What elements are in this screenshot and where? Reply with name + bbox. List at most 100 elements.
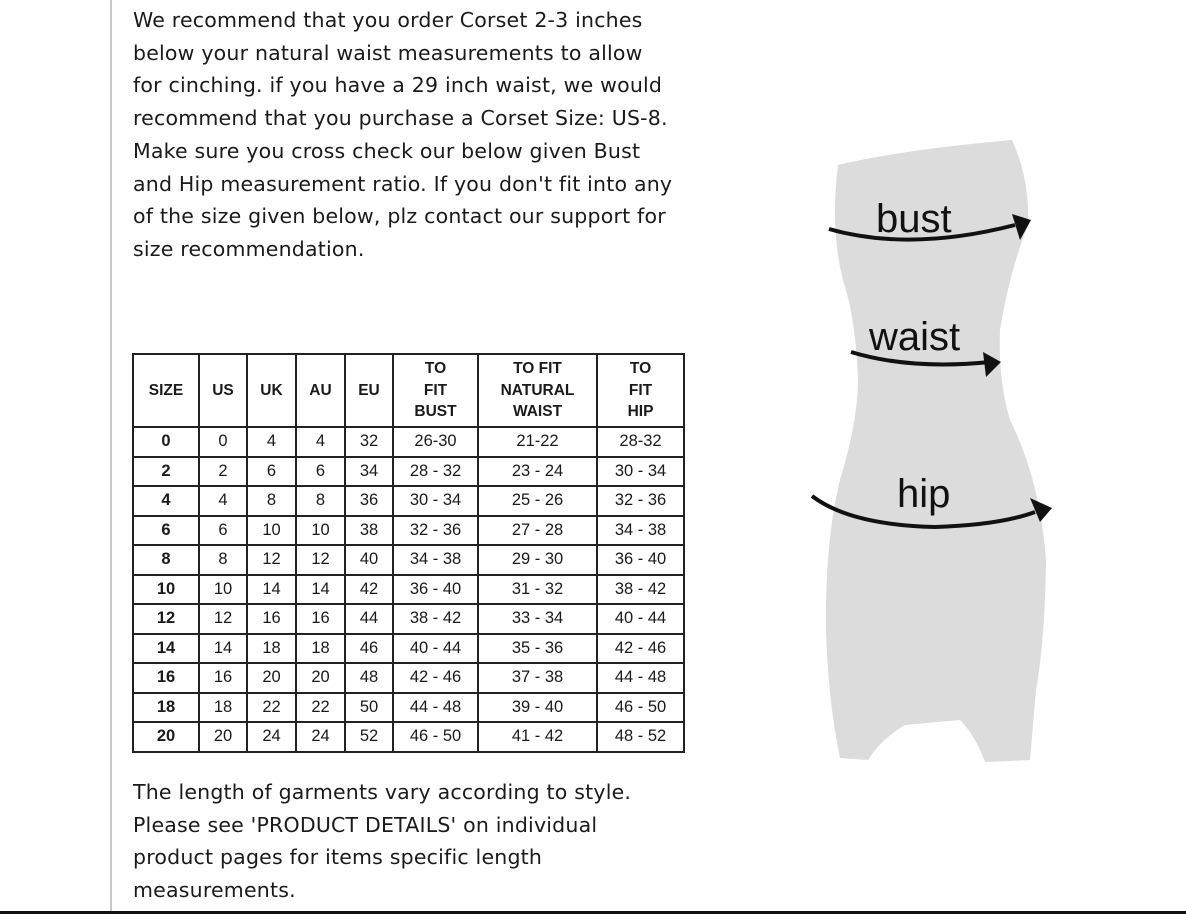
- table-row: 12 12 16 16 44 38 - 42 33 - 34 40 - 44: [132, 603, 685, 635]
- table-cell: 44 - 48: [596, 662, 685, 694]
- table-cell: 46 - 50: [596, 691, 685, 723]
- table-cell: 37 - 38: [477, 662, 598, 694]
- table-cell: 35 - 36: [477, 632, 598, 664]
- table-cell: 10: [132, 573, 200, 605]
- table-cell: 18: [295, 632, 346, 664]
- table-cell: 16: [132, 662, 200, 694]
- table-cell: 38 - 42: [392, 603, 479, 635]
- table-cell: 2: [132, 455, 200, 487]
- waist-label: waist: [868, 315, 960, 359]
- table-cell: 16: [295, 603, 346, 635]
- table-cell: 38: [344, 514, 394, 546]
- table-cell: 38 - 42: [596, 573, 685, 605]
- table-cell: 4: [198, 485, 248, 517]
- size-chart-table: SIZE US UK AU EU TO FIT BUST TO FIT NATURAL WAIST T…: [132, 353, 685, 753]
- table-cell: 16: [198, 662, 248, 694]
- table-cell: 40 - 44: [392, 632, 479, 664]
- table-cell: 8: [198, 544, 248, 576]
- table-cell: 22: [295, 691, 346, 723]
- table-cell: 25 - 26: [477, 485, 598, 517]
- table-cell: 6: [246, 455, 297, 487]
- table-cell: 20: [295, 662, 346, 694]
- table-row: 10 10 14 14 42 36 - 40 31 - 32 38 - 42: [132, 573, 685, 605]
- table-cell: 32: [344, 426, 394, 458]
- table-cell: 0: [132, 426, 200, 458]
- bust-arrow: [828, 223, 1016, 242]
- table-cell: 14: [198, 632, 248, 664]
- column-header: SIZE: [132, 353, 200, 428]
- table-cell: 34 - 38: [392, 544, 479, 576]
- table-cell: 12: [132, 603, 200, 635]
- table-cell: 31 - 32: [477, 573, 598, 605]
- table-cell: 26-30: [392, 426, 479, 458]
- table-row: 0 0 4 4 32 26-30 21-22 28-32: [132, 426, 685, 458]
- table-cell: 18: [246, 632, 297, 664]
- table-cell: 8: [132, 544, 200, 576]
- table-cell: 4: [132, 485, 200, 517]
- table-cell: 8: [246, 485, 297, 517]
- bottom-border: [0, 911, 1186, 914]
- table-cell: 28 - 32: [392, 455, 479, 487]
- table-cell: 10: [295, 514, 346, 546]
- table-cell: 14: [132, 632, 200, 664]
- waist-arrow: [850, 350, 991, 367]
- table-cell: 6: [198, 514, 248, 546]
- table-cell: 42 - 46: [392, 662, 479, 694]
- table-cell: 10: [246, 514, 297, 546]
- table-cell: 4: [246, 426, 297, 458]
- column-header: US: [198, 353, 248, 428]
- table-cell: 46 - 50: [392, 721, 479, 753]
- table-cell: 20: [198, 721, 248, 753]
- table-cell: 22: [246, 691, 297, 723]
- table-cell: 20: [132, 721, 200, 753]
- table-row: 2 2 6 6 34 28 - 32 23 - 24 30 - 34: [132, 455, 685, 487]
- table-cell: 12: [246, 544, 297, 576]
- table-cell: 34: [344, 455, 394, 487]
- table-cell: 28-32: [596, 426, 685, 458]
- table-row: 4 4 8 8 36 30 - 34 25 - 26 32 - 36: [132, 485, 685, 517]
- table-cell: 18: [198, 691, 248, 723]
- table-cell: 30 - 34: [596, 455, 685, 487]
- table-row: 18 18 22 22 50 44 - 48 39 - 40 46 - 50: [132, 691, 685, 723]
- column-header: EU: [344, 353, 394, 428]
- table-cell: 44: [344, 603, 394, 635]
- table-cell: 8: [295, 485, 346, 517]
- table-cell: 2: [198, 455, 248, 487]
- table-cell: 20: [246, 662, 297, 694]
- table-cell: 48 - 52: [596, 721, 685, 753]
- dress-silhouette-figure: bust waist hip: [810, 140, 1052, 762]
- table-cell: 33 - 34: [477, 603, 598, 635]
- table-cell: 50: [344, 691, 394, 723]
- table-cell: 42 - 46: [596, 632, 685, 664]
- dress-silhouette: [825, 140, 1046, 762]
- bust-arrowhead: [1012, 214, 1031, 240]
- table-cell: 18: [132, 691, 200, 723]
- table-row: 16 16 20 20 48 42 - 46 37 - 38 44 - 48: [132, 662, 685, 694]
- column-header: TO FIT BUST: [392, 353, 479, 428]
- table-cell: 36: [344, 485, 394, 517]
- table-row: 8 8 12 12 40 34 - 38 29 - 30 36 - 40: [132, 544, 685, 576]
- table-cell: 16: [246, 603, 297, 635]
- column-header: AU: [295, 353, 346, 428]
- table-row: 6 6 10 10 38 32 - 36 27 - 28 34 - 38: [132, 514, 685, 546]
- table-cell: 12: [198, 603, 248, 635]
- table-cell: 21-22: [477, 426, 598, 458]
- table-row: 20 20 24 24 52 46 - 50 41 - 42 48 - 52: [132, 721, 685, 753]
- bust-label: bust: [876, 197, 952, 241]
- table-cell: 42: [344, 573, 394, 605]
- table-cell: 0: [198, 426, 248, 458]
- table-cell: 29 - 30: [477, 544, 598, 576]
- column-header: TO FIT NATURAL WAIST: [477, 353, 598, 428]
- table-cell: 6: [132, 514, 200, 546]
- table-cell: 48: [344, 662, 394, 694]
- hip-arrow: [810, 494, 1036, 530]
- hip-label: hip: [897, 472, 950, 516]
- table-cell: 4: [295, 426, 346, 458]
- table-cell: 41 - 42: [477, 721, 598, 753]
- table-cell: 12: [295, 544, 346, 576]
- table-cell: 30 - 34: [392, 485, 479, 517]
- table-cell: 46: [344, 632, 394, 664]
- table-cell: 40: [344, 544, 394, 576]
- table-cell: 44 - 48: [392, 691, 479, 723]
- table-cell: 14: [295, 573, 346, 605]
